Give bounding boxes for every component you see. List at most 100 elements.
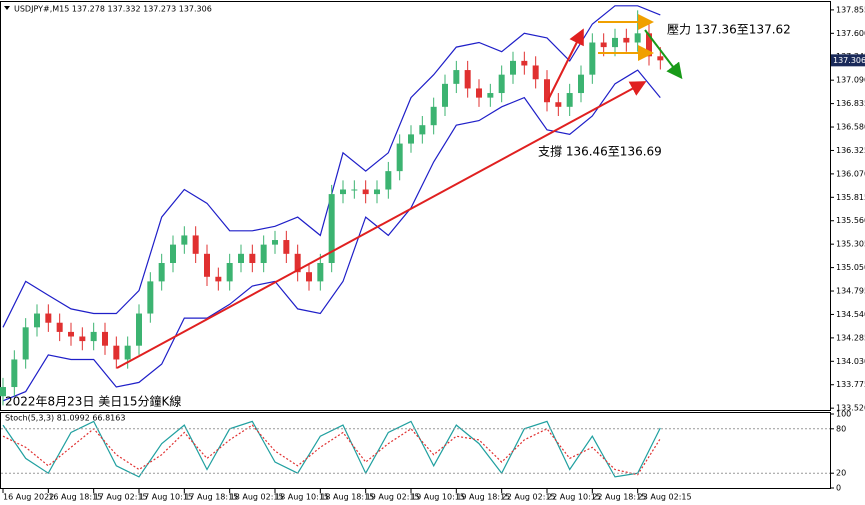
candle-body: [181, 235, 188, 245]
candle-body: [340, 189, 346, 195]
candle-body: [272, 240, 278, 245]
y-tick-label: 136.580: [836, 123, 865, 132]
y-tick-label: 134.030: [836, 357, 865, 366]
candle-body: [56, 322, 63, 332]
candle-body: [521, 60, 528, 66]
candle-body: [147, 281, 154, 314]
candle-body: [612, 37, 618, 48]
candle-body: [430, 106, 437, 126]
y-tick-label: 136.835: [836, 99, 865, 108]
candle-body: [646, 33, 652, 57]
marks: [0, 5, 664, 478]
candle-body: [362, 189, 369, 195]
y-tick-label: 136.325: [836, 146, 865, 155]
x-tick-label: 16 Aug 2022: [3, 493, 54, 502]
y-tick-label: 133.775: [836, 380, 865, 389]
candle-body: [124, 345, 131, 360]
x-tick-label: 17 Aug 02:15: [94, 493, 148, 502]
x-tick-label: 18 Aug 18:15: [320, 493, 374, 502]
x-tick-label: 18 Aug 10:15: [275, 493, 329, 502]
stoch-main: [2, 420, 661, 478]
x-tick-label: 22 Aug 10:15: [547, 493, 601, 502]
y-tick-label: 135.815: [836, 193, 865, 202]
y-tick-label: 136.070: [836, 169, 865, 178]
candle-body: [589, 42, 596, 75]
candle-body: [487, 93, 494, 98]
candle-body: [45, 313, 52, 323]
candle-body: [464, 70, 471, 89]
candle-body: [90, 331, 97, 342]
x-tick-label: 19 Aug 10:15: [411, 493, 465, 502]
candle-body: [68, 331, 74, 337]
y-tick-label: 137.855: [836, 5, 865, 14]
candle-body: [453, 70, 460, 84]
candle-body: [215, 276, 222, 282]
support-label: 支撐 136.46至136.69: [538, 145, 662, 159]
down-arrow: [644, 29, 683, 80]
candle-body: [226, 263, 233, 282]
candle-body: [260, 244, 267, 264]
stoch-y-tick-label: 80: [836, 424, 846, 433]
x-tick-label: 17 Aug 18:15: [184, 493, 238, 502]
candle-body: [34, 313, 40, 328]
stoch-y-tick-label: 100: [836, 410, 851, 419]
candle-body: [634, 33, 641, 43]
candle-body: [396, 143, 403, 172]
y-tick-label: 134.795: [836, 287, 865, 296]
candle-body: [192, 235, 199, 254]
candle-body: [408, 134, 414, 144]
support-trendline: [116, 81, 647, 369]
candle-body: [600, 42, 607, 48]
candle-body: [442, 83, 448, 107]
header-icon: [4, 6, 10, 10]
stoch-y-tick-label: 0: [836, 484, 841, 493]
y-tick-label: 134.540: [836, 310, 865, 319]
x-tick-label: 22 Aug 02:15: [502, 493, 556, 502]
bollinger-upper: [2, 5, 661, 328]
candle-body: [657, 56, 664, 61]
symbol-header: USDJPY#,M15 137.278 137.332 137.273 137.…: [14, 5, 212, 14]
candle-body: [317, 263, 324, 282]
candle-body: [578, 74, 584, 94]
y-tick-label: 135.560: [836, 216, 865, 225]
stoch-y-tick-label: 20: [836, 469, 846, 478]
current-price-label: 137.306: [833, 56, 865, 65]
candle-body: [204, 253, 210, 277]
candle-body: [113, 345, 120, 360]
current-price-box: [831, 54, 865, 67]
candle-body: [22, 327, 29, 360]
x-tick-label: 18 Aug 02:15: [230, 493, 284, 502]
candle-body: [351, 189, 358, 191]
resistance-label: 壓力 137.36至137.62: [667, 23, 791, 37]
candle-body: [294, 253, 301, 273]
candle-body: [102, 331, 108, 346]
candle-body: [11, 359, 18, 388]
y-tick-label: 134.285: [836, 333, 865, 342]
bollinger-lower: [2, 69, 661, 402]
candle-body: [566, 93, 573, 107]
stoch-panel: [0, 412, 831, 489]
candle-body: [170, 244, 176, 264]
x-tick-label: 19 Aug 02:15: [366, 493, 420, 502]
x-tick-label: 23 Aug 02:15: [638, 493, 692, 502]
candle-body: [476, 88, 482, 98]
price-panel: [0, 1, 831, 411]
candle-body: [510, 60, 516, 75]
stoch-label: Stoch(5,3,3) 81.0992 66.8163: [5, 414, 125, 423]
candle-body: [136, 313, 142, 346]
x-tick-label: 16 Aug 18:15: [48, 493, 102, 502]
x-tick-label: 22 Aug 18:15: [592, 493, 646, 502]
candle-body: [238, 253, 244, 264]
candle-body: [249, 253, 256, 264]
candle-body: [158, 263, 165, 282]
candle-body: [306, 272, 312, 282]
candle-body: [623, 37, 630, 43]
candle-body: [328, 194, 335, 264]
x-tick-label: 19 Aug 18:15: [456, 493, 510, 502]
candle-body: [0, 387, 6, 397]
candle-body: [283, 240, 290, 254]
candle-body: [419, 125, 426, 135]
stoch-signal: [2, 424, 661, 476]
y-tick-label: 135.050: [836, 263, 865, 272]
